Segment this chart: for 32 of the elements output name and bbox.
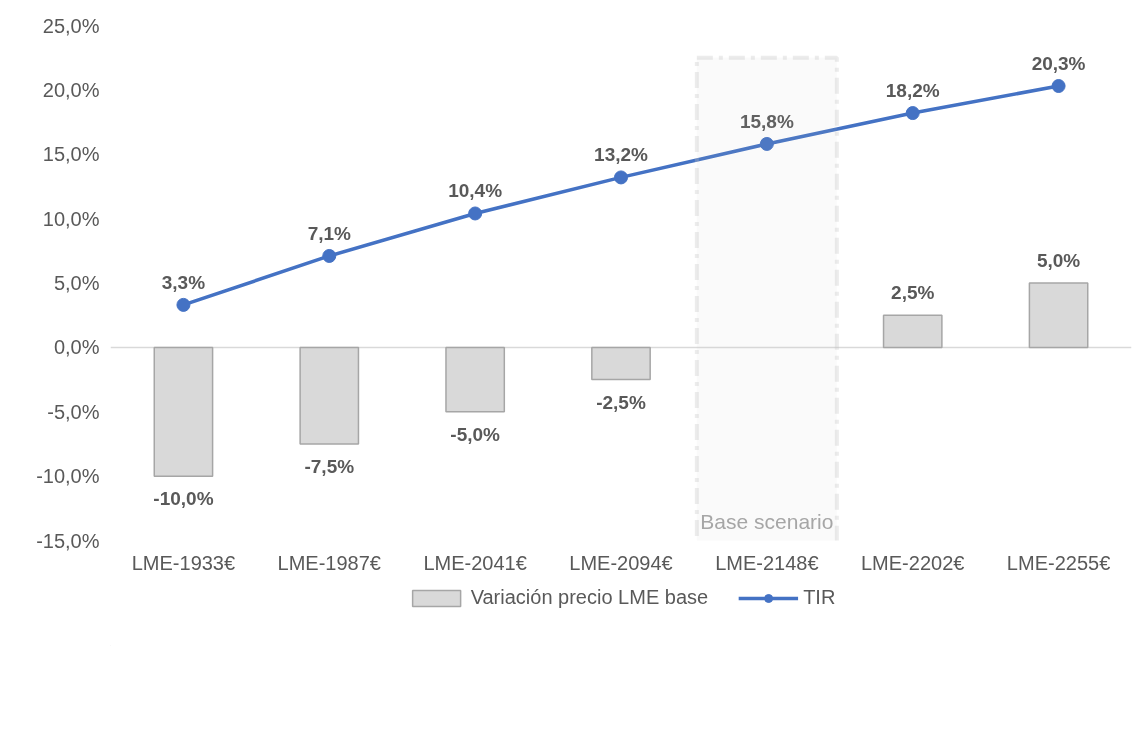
y-tick-label: -5,0% [47, 400, 100, 423]
x-tick-label: LME-2041€ [423, 551, 527, 574]
data-label: -2,5% [596, 391, 646, 413]
x-tick-label: LME-2255€ [1006, 551, 1111, 574]
data-label: 15,8% [739, 110, 794, 132]
x-tick-label: LME-2202€ [861, 551, 965, 574]
x-tick-label: LME-2148€ [715, 551, 819, 574]
data-label: 2,5% [891, 282, 935, 304]
data-label: 10,4% [448, 180, 503, 202]
legend-label: TIR [803, 586, 836, 609]
y-tick-label: 20,0% [42, 78, 100, 101]
x-tick-label: LME-2094€ [569, 551, 673, 574]
data-label: 13,2% [594, 144, 649, 166]
data-label: 20,3% [1031, 53, 1086, 75]
y-tick-label: 15,0% [42, 143, 100, 166]
x-tick-label: LME-1987€ [277, 551, 381, 574]
data-label: 5,0% [1036, 250, 1081, 271]
data-label: 18,2% [885, 80, 940, 102]
data-label: 3,3% [161, 271, 206, 293]
y-tick-label: 10,0% [42, 207, 100, 230]
y-tick-label: 0,0% [53, 336, 100, 359]
y-tick-label: 5,0% [53, 272, 100, 294]
data-label: -7,5% [304, 455, 355, 477]
band-label: Base scenario [700, 509, 834, 533]
legend-label: Variación precio LME base [470, 586, 709, 609]
data-label: -10,0% [153, 488, 214, 510]
y-tick-label: -10,0% [36, 465, 100, 488]
y-tick-label: -15,0% [36, 529, 100, 552]
x-tick-label: LME-1933€ [131, 551, 236, 574]
data-label: 7,1% [307, 222, 352, 244]
data-label: -5,0% [450, 423, 501, 445]
y-tick-label: 25,0% [42, 14, 100, 37]
